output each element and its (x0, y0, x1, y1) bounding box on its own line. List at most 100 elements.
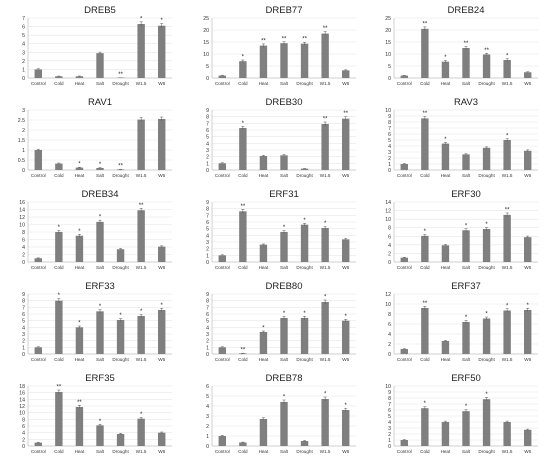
x-tick-label: Cold (54, 449, 64, 454)
y-tick-label: 1 (388, 162, 391, 168)
significance-marker: * (262, 326, 265, 332)
y-tick-label: 4 (22, 42, 25, 48)
bar-control (400, 440, 408, 446)
y-tick-label: 6 (388, 132, 391, 138)
chart-title: ERF35 (85, 373, 115, 384)
y-tick-label: 20 (203, 28, 209, 34)
y-tick-label: 0 (388, 260, 391, 266)
x-tick-label: Heat (441, 265, 451, 270)
y-tick-label: 8 (22, 417, 25, 423)
y-tick-label: 10 (385, 217, 391, 223)
significance-marker: * (99, 162, 102, 168)
y-tick-label: 1 (22, 345, 25, 351)
bar-heat (259, 244, 268, 262)
chart-panel-rav1: RAV1 0 0.5 1 1.5 2 2.5 3 Control Cold * Heat * Salt **… (18, 97, 172, 178)
x-tick-label: W1.5 (136, 265, 147, 270)
bar-salt (462, 322, 470, 354)
x-tick-label: Heat (441, 357, 451, 362)
y-tick-label: 4 (388, 144, 391, 150)
x-tick-label: Control (397, 81, 412, 86)
y-tick-label: 2 (22, 253, 25, 259)
x-tick-label: Control (31, 357, 46, 362)
y-tick-label: 0 (388, 76, 391, 82)
y-tick-label: 4 (388, 420, 391, 426)
bar-drought (300, 441, 309, 446)
y-tick-label: 9 (206, 108, 209, 114)
y-tick-label: 2 (206, 247, 209, 253)
x-tick-label: Heat (259, 81, 269, 86)
chart-title: ERF33 (85, 281, 115, 292)
x-tick-label: Control (397, 265, 412, 270)
significance-marker: * (485, 312, 488, 318)
x-tick-label: Cold (238, 357, 248, 362)
significance-marker: ** (241, 204, 246, 210)
bar-salt (280, 232, 288, 262)
bar-heat (259, 45, 268, 78)
y-tick-label: 6 (22, 238, 25, 244)
y-tick-label: 9 (206, 292, 209, 298)
x-tick-label: W6 (524, 81, 531, 86)
bar-w6 (158, 25, 166, 78)
bar-w6 (524, 72, 532, 78)
y-tick-label: 2 (22, 59, 25, 65)
bar-salt (96, 311, 104, 354)
x-tick-label: Drought (112, 265, 129, 270)
x-tick-label: Control (215, 449, 230, 454)
y-tick-label: 16 (19, 200, 25, 206)
bar-cold (421, 408, 429, 446)
significance-marker: * (58, 293, 61, 299)
x-tick-label: W1.5 (502, 81, 513, 86)
chart-title: DREB24 (448, 5, 485, 16)
x-tick-label: Salt (280, 81, 289, 86)
y-tick-label: 12 (385, 209, 391, 215)
bar-control (34, 150, 42, 170)
bar-cold (55, 392, 63, 446)
significance-marker: ** (57, 385, 62, 391)
significance-marker: * (99, 304, 102, 310)
bar-control (218, 75, 226, 78)
x-tick-label: W1.5 (502, 449, 513, 454)
bar-cold (239, 61, 247, 78)
y-tick-label: 0 (388, 168, 391, 174)
chart-title: RAV3 (454, 97, 478, 108)
y-tick-label: 0 (206, 444, 209, 450)
x-tick-label: W1.5 (320, 357, 331, 362)
y-tick-label: 0 (206, 260, 209, 266)
y-tick-label: 1 (22, 148, 25, 154)
x-tick-label: Salt (462, 173, 471, 178)
x-tick-label: W6 (524, 173, 531, 178)
bar-drought (482, 399, 491, 446)
x-tick-label: W1.5 (320, 265, 331, 270)
x-tick-label: Drought (296, 357, 313, 362)
x-tick-label: Salt (462, 81, 471, 86)
bar-drought (300, 318, 309, 354)
y-tick-label: 3 (22, 332, 25, 338)
x-tick-label: Salt (96, 173, 105, 178)
significance-marker: * (78, 162, 81, 168)
y-tick-label: 10 (203, 52, 209, 58)
bar-w1-5 (321, 228, 329, 262)
bar-salt (280, 318, 288, 354)
y-tick-label: 0 (22, 76, 25, 82)
x-tick-label: W1.5 (502, 265, 513, 270)
bar-w6 (524, 237, 532, 262)
y-tick-label: 0 (22, 444, 25, 450)
significance-marker: * (242, 55, 245, 61)
y-tick-label: 1 (388, 438, 391, 444)
x-tick-label: Control (397, 357, 412, 362)
bar-w1-5 (321, 302, 329, 354)
bar-heat (441, 341, 450, 354)
significance-marker: ** (261, 38, 266, 44)
y-tick-label: 6 (206, 384, 209, 390)
bar-control (400, 257, 408, 262)
y-tick-label: 0 (388, 444, 391, 450)
chart-title: ERF50 (451, 373, 481, 384)
bar-drought (300, 43, 309, 78)
x-tick-label: W6 (342, 173, 349, 178)
x-tick-label: Cold (420, 357, 430, 362)
y-tick-label: 2.5 (18, 118, 25, 124)
significance-marker: * (140, 412, 143, 418)
x-tick-label: Drought (296, 173, 313, 178)
